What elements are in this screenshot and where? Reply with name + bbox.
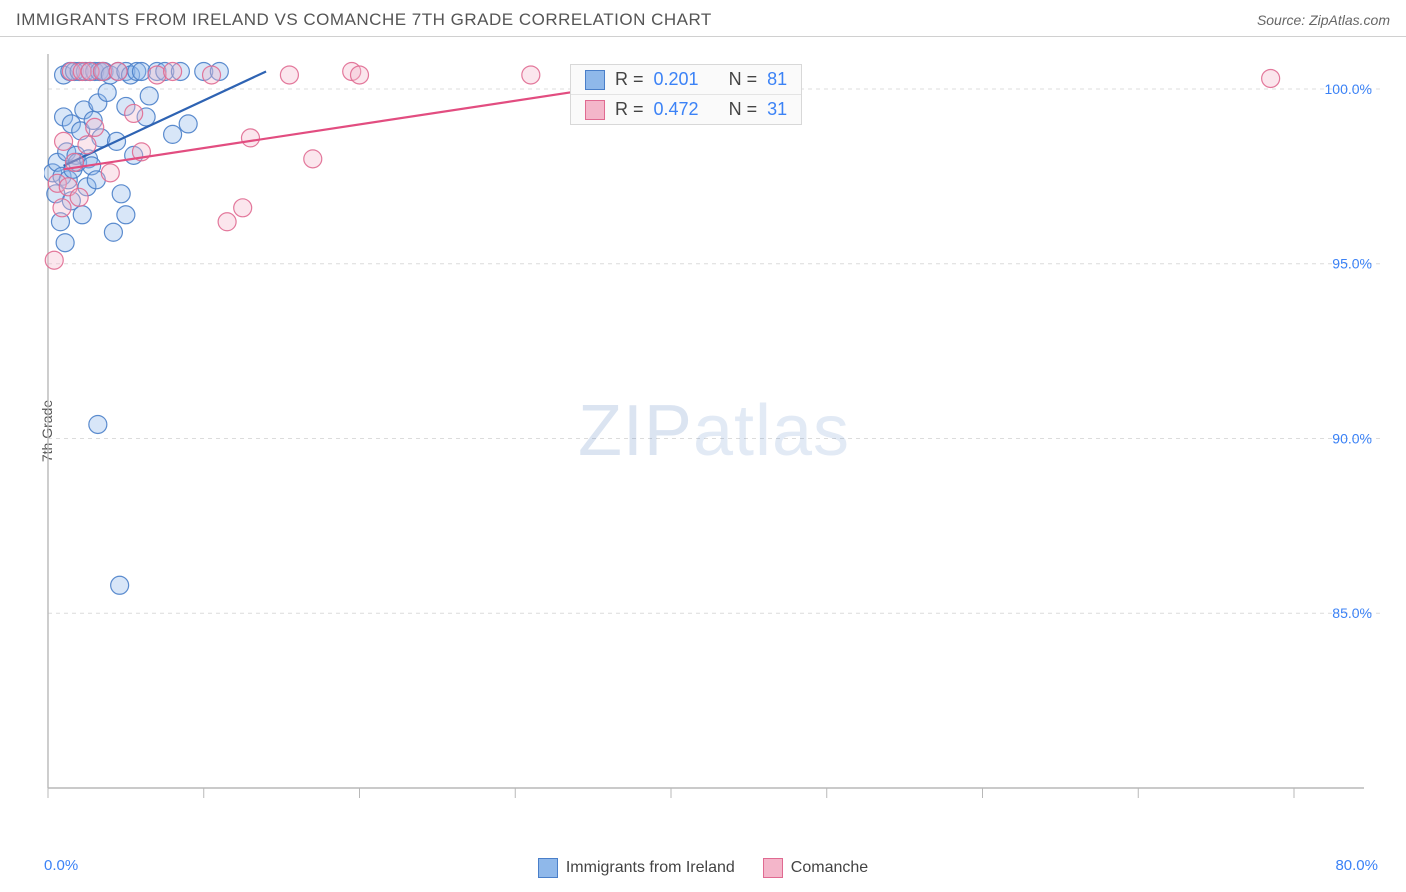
footer-legend-item: Comanche xyxy=(763,858,868,878)
stat-r-label: R = xyxy=(615,69,644,90)
data-point xyxy=(203,66,221,84)
data-point xyxy=(53,199,71,217)
legend-label: Comanche xyxy=(791,859,868,877)
footer-legend: Immigrants from Ireland Comanche xyxy=(0,858,1406,878)
data-point xyxy=(98,83,116,101)
data-point xyxy=(140,87,158,105)
y-tick-label: 90.0% xyxy=(1332,430,1372,446)
chart-area: 7th Grade 85.0%90.0%95.0%100.0% ZIPatlas… xyxy=(44,46,1384,816)
data-point xyxy=(78,136,96,154)
data-point xyxy=(117,206,135,224)
data-point xyxy=(55,132,73,150)
data-point xyxy=(104,223,122,241)
data-point xyxy=(241,129,259,147)
stat-r-value: 0.472 xyxy=(654,99,699,120)
data-point xyxy=(111,576,129,594)
data-point xyxy=(218,213,236,231)
data-point xyxy=(125,104,143,122)
data-point xyxy=(304,150,322,168)
legend-swatch xyxy=(763,858,783,878)
data-point xyxy=(73,206,91,224)
stats-row: R = 0.472 N = 31 xyxy=(571,94,801,124)
stat-n-value: 81 xyxy=(767,69,787,90)
data-point xyxy=(1262,69,1280,87)
scatter-plot: 85.0% 90.0% 95.0% 100.0% xyxy=(44,46,1384,816)
y-tick-label: 85.0% xyxy=(1332,605,1372,621)
y-tick-label: 95.0% xyxy=(1332,256,1372,272)
chart-title: IMMIGRANTS FROM IRELAND VS COMANCHE 7TH … xyxy=(16,10,712,30)
data-point xyxy=(179,115,197,133)
data-point xyxy=(101,164,119,182)
data-point xyxy=(109,62,127,80)
y-tick-label: 100.0% xyxy=(1325,81,1372,97)
stat-n-label: N = xyxy=(729,99,758,120)
legend-swatch xyxy=(585,100,605,120)
data-point xyxy=(164,62,182,80)
chart-source: Source: ZipAtlas.com xyxy=(1257,12,1390,28)
stat-r-value: 0.201 xyxy=(654,69,699,90)
data-point xyxy=(164,125,182,143)
data-point xyxy=(86,118,104,136)
data-point xyxy=(280,66,298,84)
chart-header: IMMIGRANTS FROM IRELAND VS COMANCHE 7TH … xyxy=(0,0,1406,37)
data-point xyxy=(234,199,252,217)
data-point xyxy=(89,415,107,433)
legend-label: Immigrants from Ireland xyxy=(566,859,735,877)
data-point xyxy=(148,66,166,84)
data-point xyxy=(522,66,540,84)
data-point xyxy=(56,234,74,252)
stat-n-label: N = xyxy=(729,69,758,90)
data-point xyxy=(45,251,63,269)
data-point xyxy=(351,66,369,84)
stat-r-label: R = xyxy=(615,99,644,120)
footer-legend-item: Immigrants from Ireland xyxy=(538,858,735,878)
stats-legend-box: R = 0.201 N = 81 R = 0.472 N = 31 xyxy=(570,64,802,125)
stat-n-value: 31 xyxy=(767,99,787,120)
stats-row: R = 0.201 N = 81 xyxy=(571,65,801,94)
data-point xyxy=(70,188,88,206)
legend-swatch xyxy=(585,70,605,90)
legend-swatch xyxy=(538,858,558,878)
data-point xyxy=(112,185,130,203)
